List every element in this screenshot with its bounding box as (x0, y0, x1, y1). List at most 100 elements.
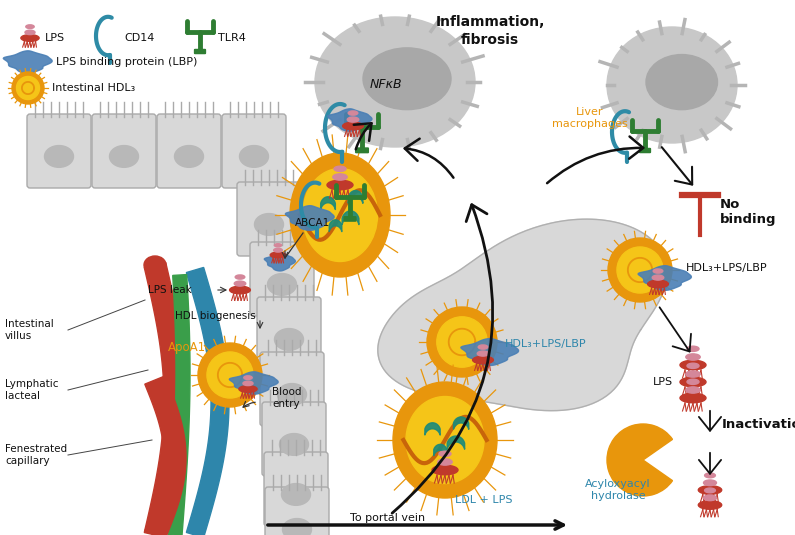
Text: Inflammation,: Inflammation, (436, 15, 545, 29)
Circle shape (207, 352, 253, 398)
Ellipse shape (680, 377, 706, 387)
Ellipse shape (343, 122, 363, 130)
Text: LPS leak: LPS leak (148, 285, 192, 295)
Ellipse shape (274, 328, 304, 350)
Ellipse shape (243, 381, 253, 386)
Ellipse shape (704, 488, 716, 493)
Ellipse shape (704, 495, 716, 501)
Ellipse shape (235, 275, 245, 279)
Ellipse shape (680, 360, 706, 370)
Ellipse shape (704, 480, 716, 486)
FancyBboxPatch shape (260, 352, 324, 426)
Circle shape (436, 317, 487, 367)
Ellipse shape (25, 25, 34, 28)
Ellipse shape (348, 111, 358, 115)
Ellipse shape (704, 473, 716, 478)
Ellipse shape (648, 280, 669, 288)
FancyBboxPatch shape (265, 487, 329, 535)
Ellipse shape (303, 169, 378, 262)
Polygon shape (638, 266, 692, 291)
Ellipse shape (479, 345, 488, 349)
Polygon shape (186, 268, 229, 535)
Text: TLR4: TLR4 (218, 33, 246, 43)
Ellipse shape (347, 117, 359, 122)
Ellipse shape (45, 146, 73, 167)
Ellipse shape (244, 376, 252, 379)
Ellipse shape (687, 346, 699, 351)
Ellipse shape (282, 518, 312, 535)
Text: CD14: CD14 (124, 33, 154, 43)
Ellipse shape (110, 146, 138, 167)
Text: fibrosis: fibrosis (461, 33, 519, 47)
Ellipse shape (406, 396, 484, 484)
Text: To portal vein: To portal vein (350, 513, 425, 523)
FancyBboxPatch shape (222, 114, 286, 188)
Ellipse shape (334, 166, 346, 171)
Ellipse shape (698, 501, 722, 509)
FancyBboxPatch shape (355, 148, 368, 152)
Ellipse shape (393, 382, 497, 498)
Text: Acyloxyacyl
hydrolase: Acyloxyacyl hydrolase (585, 479, 651, 501)
Ellipse shape (363, 48, 451, 110)
Text: HDL biogenesis: HDL biogenesis (175, 311, 256, 321)
Ellipse shape (174, 146, 204, 167)
Text: Liver
macrophages: Liver macrophages (552, 107, 628, 129)
Ellipse shape (432, 465, 458, 475)
Text: No
binding: No binding (720, 198, 777, 226)
FancyBboxPatch shape (237, 182, 301, 256)
Ellipse shape (686, 354, 700, 360)
Polygon shape (168, 274, 190, 535)
Text: HDL₃+LPS/LBP: HDL₃+LPS/LBP (505, 339, 587, 349)
Circle shape (617, 247, 663, 293)
Polygon shape (264, 253, 296, 271)
Circle shape (608, 238, 672, 302)
Ellipse shape (680, 393, 706, 403)
Text: Intestinal HDL₃: Intestinal HDL₃ (52, 83, 135, 93)
Ellipse shape (235, 281, 246, 286)
Ellipse shape (472, 356, 494, 364)
Ellipse shape (239, 146, 269, 167)
Text: Fenestrated
capillary: Fenestrated capillary (5, 444, 67, 466)
FancyBboxPatch shape (344, 217, 356, 221)
Wedge shape (607, 424, 673, 496)
Ellipse shape (686, 387, 700, 393)
Polygon shape (144, 263, 186, 535)
Ellipse shape (25, 30, 35, 35)
Text: ABCA1: ABCA1 (295, 218, 330, 228)
Ellipse shape (21, 35, 39, 41)
Ellipse shape (290, 153, 390, 277)
Ellipse shape (315, 17, 475, 147)
FancyBboxPatch shape (27, 114, 91, 188)
Ellipse shape (327, 180, 353, 190)
Text: LPS: LPS (653, 377, 673, 387)
Polygon shape (461, 339, 518, 365)
Ellipse shape (274, 244, 281, 247)
Ellipse shape (439, 451, 451, 456)
Ellipse shape (270, 252, 285, 258)
Ellipse shape (254, 213, 284, 235)
FancyBboxPatch shape (92, 114, 156, 188)
Text: LDL + LPS: LDL + LPS (455, 495, 513, 505)
Ellipse shape (438, 459, 452, 465)
Circle shape (17, 77, 40, 100)
Polygon shape (328, 109, 372, 131)
Text: Intestinal
villus: Intestinal villus (5, 319, 54, 341)
Ellipse shape (280, 433, 308, 455)
Ellipse shape (607, 27, 737, 143)
Text: Lymphatic
lacteal: Lymphatic lacteal (5, 379, 59, 401)
Ellipse shape (239, 386, 257, 392)
FancyBboxPatch shape (250, 242, 314, 316)
Ellipse shape (230, 286, 250, 294)
Ellipse shape (273, 248, 282, 252)
Ellipse shape (477, 351, 489, 356)
Polygon shape (3, 51, 52, 73)
FancyBboxPatch shape (264, 452, 328, 526)
Ellipse shape (144, 256, 166, 274)
Text: LPS binding protein (LBP): LPS binding protein (LBP) (56, 57, 197, 67)
Ellipse shape (686, 371, 700, 377)
Polygon shape (285, 205, 334, 230)
Text: NFκB: NFκB (370, 79, 402, 91)
Ellipse shape (333, 174, 347, 180)
FancyBboxPatch shape (195, 49, 205, 54)
Polygon shape (229, 372, 278, 394)
